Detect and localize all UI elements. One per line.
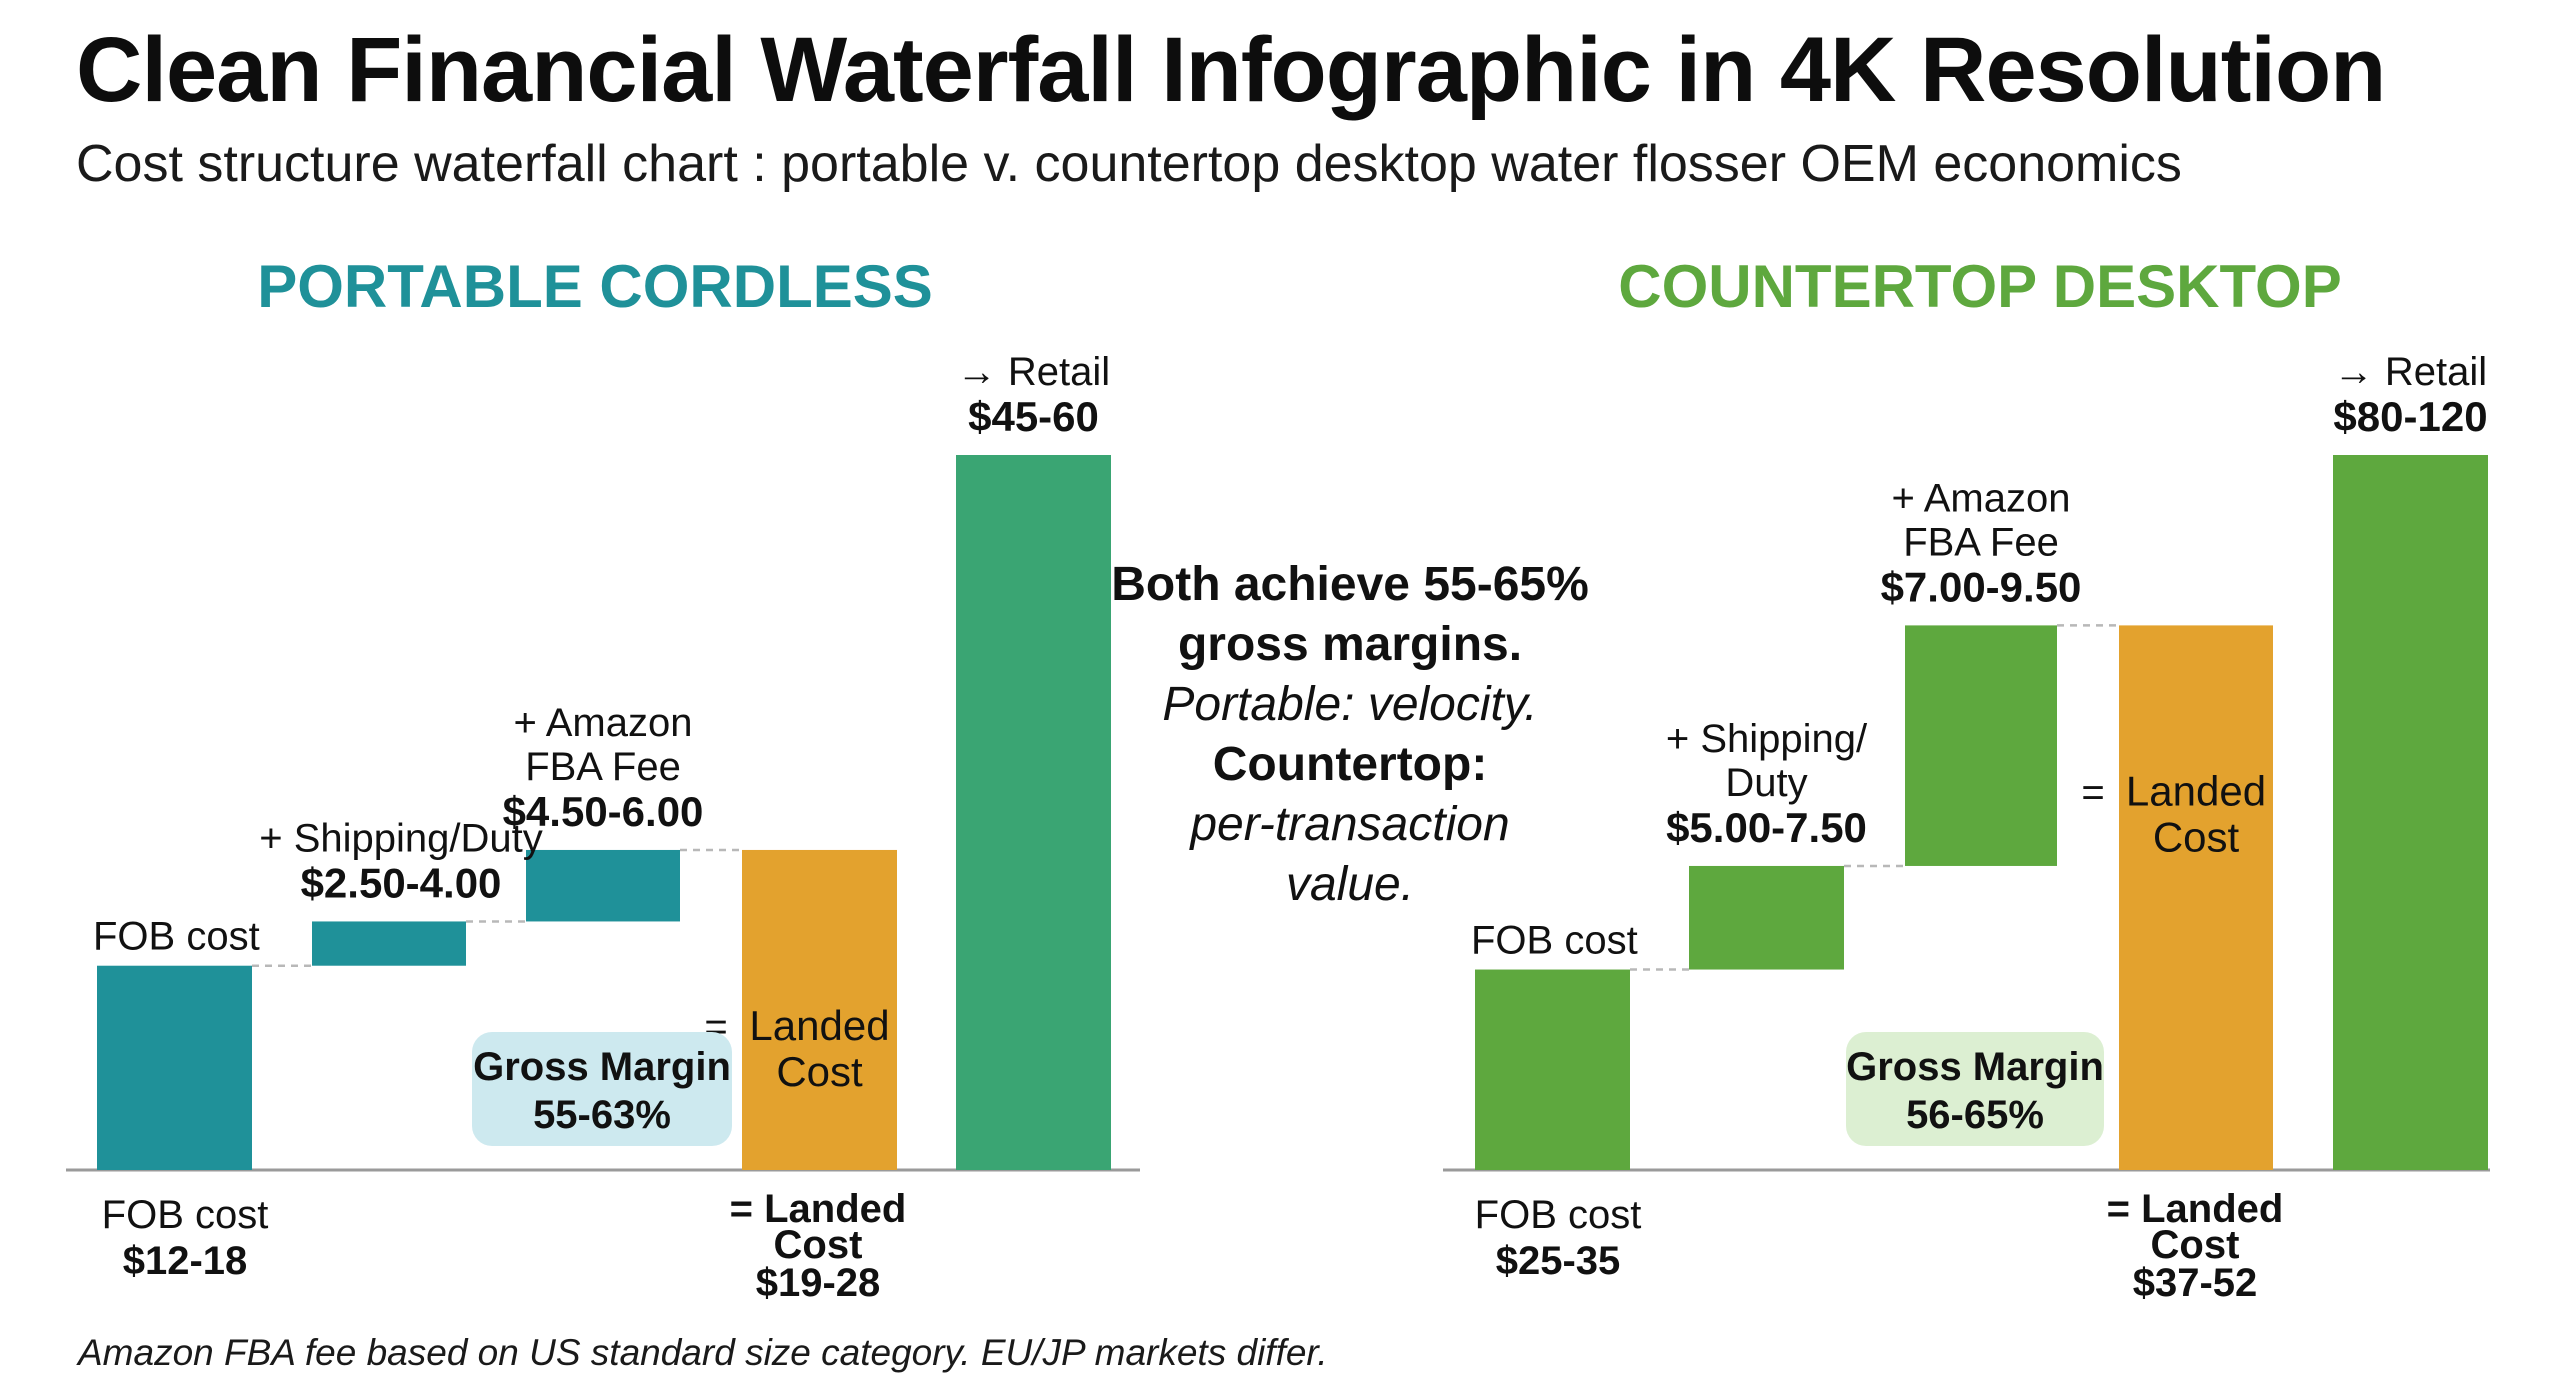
note-line-5: per-transaction <box>1190 798 1510 851</box>
bar-label-countertop-4-0: → Retail <box>2334 350 2487 394</box>
bar-label-fob-portable: FOB cost <box>93 915 260 959</box>
bar-countertop-increase-1 <box>1689 865 1844 970</box>
bar-label-equals-countertop: = <box>2081 770 2104 814</box>
bar-label-landed-portable: Landed <box>749 1002 889 1049</box>
bottom-value-landed-countertop: $37-52 <box>2133 1261 2258 1305</box>
bar-label-portable-2-0: + Amazon <box>513 701 692 745</box>
bottom-value-landed-portable: $19-28 <box>756 1261 881 1305</box>
note-line-4: Countertop: <box>1212 738 1488 791</box>
bottom-label-landed-cost-countertop: Cost <box>2151 1223 2240 1267</box>
note-line-2: gross margins. <box>1177 618 1523 671</box>
bar-value-countertop-1: $5.00-7.50 <box>1666 804 1867 851</box>
bar-label-countertop-2-0: + Amazon <box>1891 476 2070 520</box>
bar-label-countertop-2-1: FBA Fee <box>1903 520 2059 564</box>
bar-value-countertop-2: $7.00-9.50 <box>1881 563 2082 610</box>
bar-label-countertop-1-1: Duty <box>1725 761 1807 805</box>
gross-margin-value-countertop: 56-65% <box>1906 1093 2044 1137</box>
gross-margin-label-countertop: Gross Margin <box>1846 1045 2104 1089</box>
bar-label-countertop-1-0: + Shipping/ <box>1666 717 1868 761</box>
note-line-6: value. <box>1285 858 1415 911</box>
chart-title-countertop: COUNTERTOP DESKTOP <box>1618 253 2342 320</box>
footnote: Amazon FBA fee based on US standard size… <box>78 1332 1328 1373</box>
bar-label-cost-portable: Cost <box>776 1048 863 1095</box>
bar-portable-retail-4 <box>956 455 1111 1170</box>
bar-portable-total-3 <box>742 849 897 1170</box>
bar-countertop-total-3 <box>2119 625 2273 1170</box>
bar-label-portable-2-1: FBA Fee <box>525 745 681 789</box>
gross-margin-label-portable: Gross Margin <box>473 1045 731 1089</box>
bar-label-landed-countertop: Landed <box>2126 767 2266 814</box>
bar-portable-increase-1 <box>312 921 466 966</box>
chart-title-portable: PORTABLE CORDLESS <box>257 253 933 320</box>
bottom-label-landed-portable: = Landed <box>730 1187 907 1231</box>
bar-value-portable-2: $4.50-6.00 <box>503 788 704 835</box>
bar-portable-increase-2 <box>526 849 680 922</box>
gross-margin-badge-countertop <box>1846 1032 2104 1146</box>
bar-portable-increase-0 <box>97 965 252 1170</box>
bar-label-fob-countertop: FOB cost <box>1471 919 1638 963</box>
gross-margin-badge-portable <box>472 1032 732 1146</box>
bar-label-cost-countertop: Cost <box>2153 813 2240 860</box>
bar-label-portable-4-0: → Retail <box>957 350 1110 394</box>
bar-label-portable-1-0: + Shipping/Duty <box>259 816 543 860</box>
page-title: Clean Financial Waterfall Infographic in… <box>76 19 2386 121</box>
note-line-1: Both achieve 55-65% <box>1111 558 1589 611</box>
bar-value-portable-1: $2.50-4.00 <box>301 859 502 906</box>
bar-value-portable-4: $45-60 <box>968 393 1099 440</box>
bar-countertop-retail-4 <box>2333 455 2488 1170</box>
gross-margin-value-portable: 55-63% <box>533 1093 671 1137</box>
bottom-label-landed-cost-portable: Cost <box>774 1223 863 1267</box>
page-subtitle: Cost structure waterfall chart : portabl… <box>76 135 2182 193</box>
margin-comparison-note: Both achieve 55-65% gross margins. Porta… <box>1105 555 1595 915</box>
bottom-label-landed-countertop: = Landed <box>2107 1187 2284 1231</box>
bottom-value-fob-countertop: $25-35 <box>1496 1239 1621 1283</box>
bottom-label-fob-portable: FOB cost <box>102 1193 269 1237</box>
bar-countertop-increase-0 <box>1475 969 1630 1170</box>
bar-countertop-increase-2 <box>1905 625 2057 866</box>
note-line-3: Portable: velocity. <box>1162 678 1538 731</box>
bottom-label-fob-countertop: FOB cost <box>1475 1193 1642 1237</box>
bottom-value-fob-portable: $12-18 <box>123 1239 248 1283</box>
bar-value-countertop-4: $80-120 <box>2333 393 2487 440</box>
